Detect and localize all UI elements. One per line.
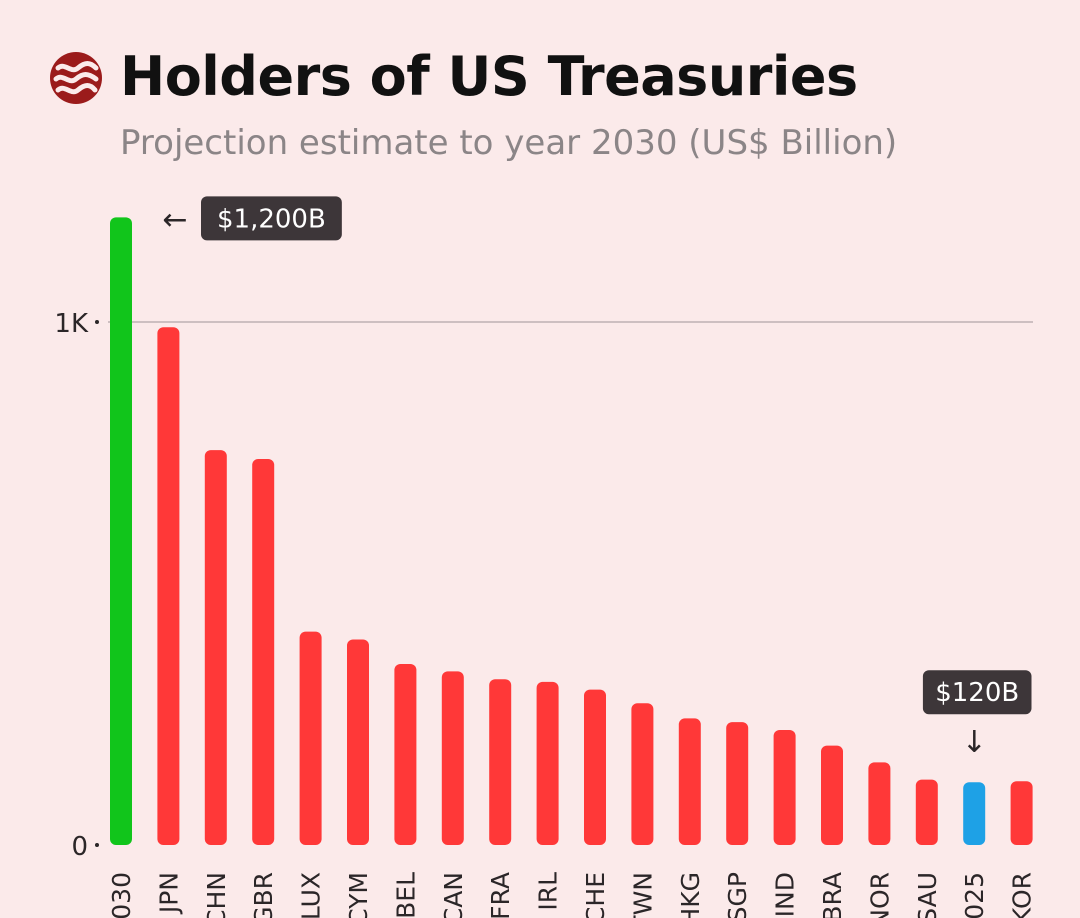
y-tick-mark [95, 320, 99, 324]
x-tick-label: GBR [249, 872, 278, 918]
chart-header: Holders of US Treasuries Projection esti… [50, 40, 1050, 170]
x-tick-label: KOR [1008, 872, 1037, 918]
arrow-down-icon: ↓ [962, 725, 987, 760]
bar-2030 [110, 217, 132, 845]
bar-can [441, 671, 464, 845]
callout-120b: $120B [922, 670, 1032, 715]
bar-che [584, 689, 606, 845]
x-tick-label: SGP [723, 872, 752, 918]
x-tick-label: HKG [676, 872, 705, 918]
bar-sgp [726, 722, 749, 845]
callout-1200b: $1,200B [201, 196, 342, 241]
x-tick-label: 2025 [960, 872, 989, 918]
arrow-left-icon: ← [162, 202, 187, 237]
x-tick-label: FRA [486, 872, 515, 918]
y-tick-label: 0 [71, 832, 88, 862]
callout-120b-label: $120B [935, 678, 1019, 708]
bar-jpn [157, 327, 180, 846]
bar-sau [915, 779, 938, 845]
x-tick-label: CYM [344, 872, 373, 918]
chart-subtitle: Projection estimate to year 2030 (US$ Bi… [120, 123, 898, 163]
x-tick-label: IND [771, 872, 800, 917]
waves-icon [50, 52, 102, 104]
x-tick-label: BRA [818, 872, 847, 918]
x-tick-label: 2030 [107, 872, 136, 918]
y-tick-mark [95, 843, 99, 847]
bar-fra [489, 679, 512, 845]
bar-gbr [252, 459, 275, 845]
bar-ind [773, 729, 796, 845]
callout-1200b-label: $1,200B [217, 204, 326, 234]
y-tick-label: 1K [54, 309, 89, 339]
bar-bel [394, 664, 417, 845]
bar-2025 [963, 782, 986, 845]
x-tick-label: CHE [581, 872, 610, 918]
x-tick-label: LUX [297, 872, 326, 918]
bar-irl [536, 681, 559, 845]
x-tick-label: NOR [865, 872, 894, 918]
bar-chn [204, 450, 227, 845]
callout-120b-box [922, 670, 1032, 715]
x-tick-label: TWN [628, 872, 657, 918]
bar-kor [1010, 781, 1033, 845]
bar-twn [631, 703, 654, 845]
bar-hkg [678, 718, 701, 845]
bar-lux [299, 631, 322, 845]
x-tick-label: CHN [202, 872, 231, 918]
x-tick-label: BEL [391, 872, 420, 918]
callout-1200b-box [201, 196, 342, 241]
x-tick-label: CAN [439, 872, 468, 918]
x-tick-label: SAU [913, 872, 942, 918]
bar-nor [868, 762, 891, 845]
bar-bra [821, 745, 843, 845]
x-tick-label: JPN [154, 872, 183, 915]
chart-title: Holders of US Treasuries [120, 45, 858, 108]
x-tick-label: IRL [534, 872, 563, 911]
bar-cym [347, 639, 369, 845]
